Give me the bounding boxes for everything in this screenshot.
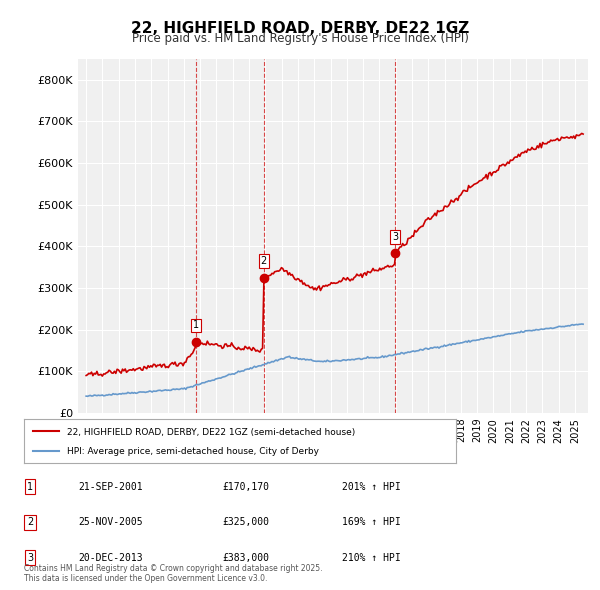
Text: 20-DEC-2013: 20-DEC-2013 — [78, 553, 143, 562]
Text: 3: 3 — [392, 232, 398, 242]
Text: 25-NOV-2005: 25-NOV-2005 — [78, 517, 143, 527]
Text: 1: 1 — [27, 482, 33, 491]
Text: 201% ↑ HPI: 201% ↑ HPI — [342, 482, 401, 491]
Text: 21-SEP-2001: 21-SEP-2001 — [78, 482, 143, 491]
Text: 3: 3 — [27, 553, 33, 562]
Text: 210% ↑ HPI: 210% ↑ HPI — [342, 553, 401, 562]
Text: 2: 2 — [260, 256, 267, 266]
Text: £383,000: £383,000 — [222, 553, 269, 562]
Text: 22, HIGHFIELD ROAD, DERBY, DE22 1GZ: 22, HIGHFIELD ROAD, DERBY, DE22 1GZ — [131, 21, 469, 35]
Text: Price paid vs. HM Land Registry's House Price Index (HPI): Price paid vs. HM Land Registry's House … — [131, 32, 469, 45]
Text: 169% ↑ HPI: 169% ↑ HPI — [342, 517, 401, 527]
Text: £325,000: £325,000 — [222, 517, 269, 527]
Text: Contains HM Land Registry data © Crown copyright and database right 2025.
This d: Contains HM Land Registry data © Crown c… — [24, 563, 323, 583]
Text: HPI: Average price, semi-detached house, City of Derby: HPI: Average price, semi-detached house,… — [67, 447, 319, 456]
Text: £170,170: £170,170 — [222, 482, 269, 491]
Text: 22, HIGHFIELD ROAD, DERBY, DE22 1GZ (semi-detached house): 22, HIGHFIELD ROAD, DERBY, DE22 1GZ (sem… — [67, 428, 355, 437]
Text: 2: 2 — [27, 517, 33, 527]
Text: 1: 1 — [193, 320, 199, 330]
